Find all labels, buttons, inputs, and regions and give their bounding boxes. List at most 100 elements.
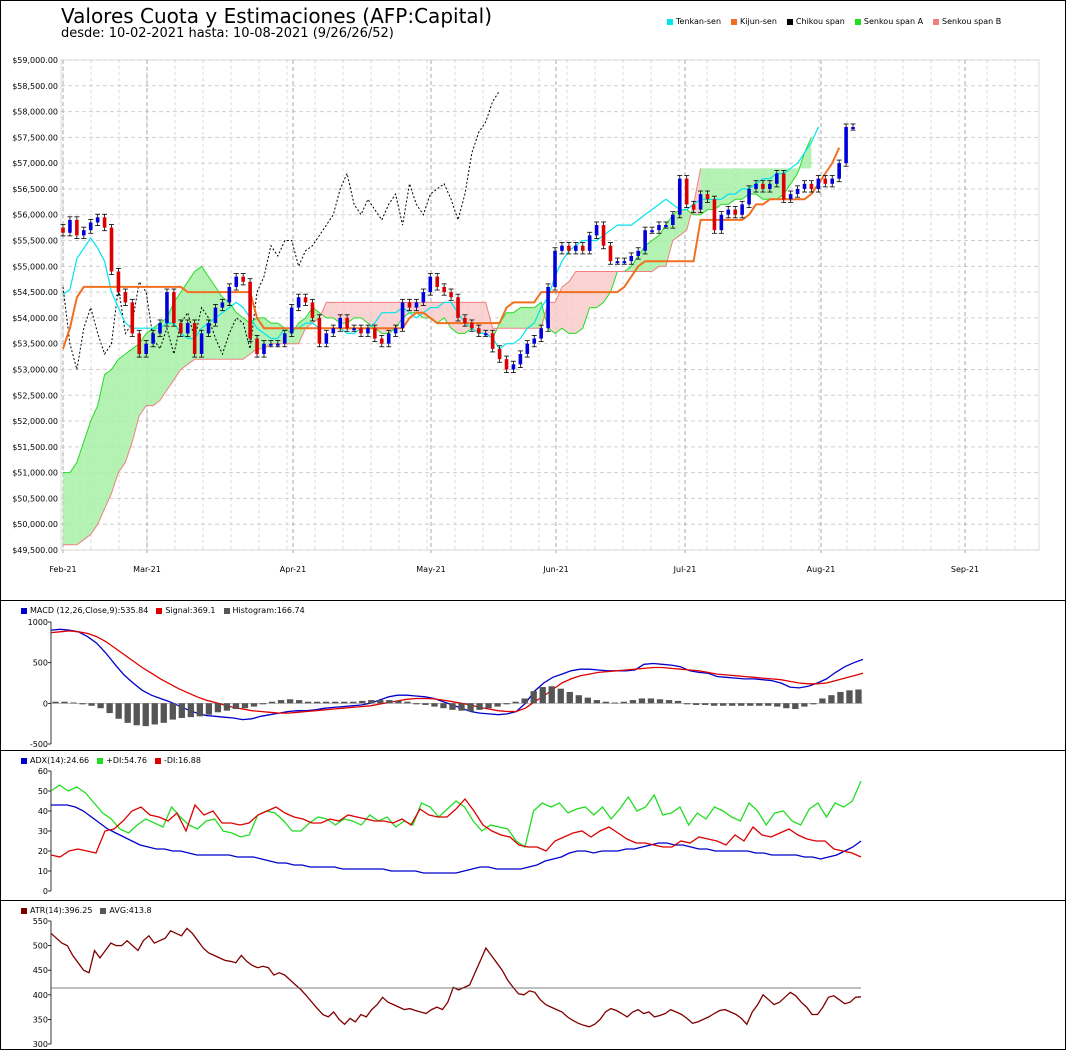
x-tick-label: Sep-21 (951, 565, 979, 574)
legend-senkou-a: Senkou span A (854, 17, 923, 26)
kumo-cloud-segment (561, 281, 569, 334)
candle-body (282, 333, 287, 344)
candle-body (241, 276, 245, 282)
y-tick-label: 550 (33, 917, 48, 926)
y-tick-label: $54,500.00 (12, 288, 58, 297)
candle-body (255, 338, 259, 354)
histogram-bar (765, 703, 772, 706)
candle-body (137, 333, 142, 354)
histogram-bar (458, 703, 465, 711)
candle-body (366, 328, 370, 334)
candle-body (657, 225, 661, 231)
y-tick-label: $52,000.00 (12, 417, 58, 426)
legend-swatch (156, 607, 163, 614)
histogram-bar (801, 703, 808, 707)
kumo-cloud-segment (180, 281, 188, 370)
candle-body (130, 302, 135, 334)
candle-body (151, 333, 155, 344)
kumo-cloud-segment (111, 359, 119, 494)
candle-body (386, 333, 391, 344)
candle-body (400, 302, 405, 329)
histogram-bar (584, 697, 591, 704)
kumo-cloud-segment (367, 302, 375, 329)
candle-body (227, 286, 232, 303)
candle-body (456, 297, 460, 318)
candle-body (830, 178, 835, 184)
histogram-bar (178, 703, 185, 718)
histogram-bar (683, 703, 691, 705)
candle-body (518, 354, 523, 365)
candle-body (75, 219, 79, 236)
y-tick-label: $55,500.00 (12, 237, 58, 246)
candle-body (81, 230, 86, 236)
y-tick-label: $56,000.00 (12, 211, 58, 220)
candle-body (567, 245, 571, 251)
legend-swatch (223, 607, 230, 614)
candle-body (95, 217, 100, 223)
candle-body (435, 276, 440, 287)
kumo-cloud-segment (658, 225, 666, 267)
histogram-bar (593, 700, 601, 704)
histogram-bar (377, 700, 384, 704)
candle-body (463, 317, 467, 324)
kumo-cloud-segment (229, 302, 237, 360)
y-tick-label: 500 (33, 942, 48, 951)
chart-title: Valores Cuota y Estimaciones (AFP:Capita… (61, 4, 493, 28)
candle-body (719, 214, 724, 231)
histogram-bar (819, 698, 826, 704)
histogram-bar (323, 701, 330, 704)
histogram-bar (79, 703, 86, 705)
candle-body (262, 343, 266, 354)
legend-swatch (100, 907, 107, 914)
histogram-bar (674, 700, 682, 704)
candle-body (546, 286, 550, 329)
candle-body (733, 209, 738, 215)
price-chart-svg: $49,500.00 $50,000.00 $50,500.00 $51,000.00… (12, 56, 1040, 574)
candle-body (144, 343, 148, 354)
candle-body (705, 194, 710, 200)
kijun-sen-line (62, 147, 841, 350)
histogram-bar (106, 703, 113, 714)
y-tick-label: $59,000.00 (12, 56, 58, 65)
histogram-bar (286, 699, 294, 704)
histogram-bar (629, 700, 637, 704)
candle-body (199, 333, 204, 354)
histogram-bar (747, 703, 754, 706)
candle-body (768, 183, 772, 189)
candle-body (490, 333, 495, 349)
kumo-cloud-segment (222, 297, 230, 360)
candle-body (317, 317, 322, 344)
candle-body (532, 338, 537, 344)
candle-body (68, 219, 72, 233)
chikou-span-line (62, 90, 501, 370)
candle-body (650, 230, 654, 233)
candle-body (664, 225, 668, 228)
y-tick-label: 350 (33, 1015, 48, 1024)
candle-body (774, 173, 779, 184)
histogram-bar (70, 702, 77, 704)
candle-body (338, 317, 342, 329)
candle-body (816, 178, 821, 189)
x-tick-label: Apr-21 (280, 565, 306, 574)
y-tick-label: 1000 (28, 618, 48, 627)
candle-body (158, 323, 162, 334)
adx-chart-svg: 60 50 40 30 20 10 0 (38, 767, 862, 896)
kumo-cloud-segment (513, 307, 521, 329)
kumo-cloud-segment (568, 271, 576, 334)
candle-body (851, 127, 855, 130)
legend-atr-avg: AVG:413.8 (100, 906, 152, 915)
y-tick-label: -500 (30, 740, 48, 749)
legend-signal: Signal:369.1 (156, 606, 216, 615)
candle-body (712, 199, 717, 231)
candle-body (795, 188, 800, 195)
legend-macd: MACD (12,26,Close,9):535.84 (21, 606, 148, 615)
histogram-bar (783, 703, 790, 709)
candle-body (740, 204, 744, 215)
kumo-cloud-segment (589, 271, 597, 308)
histogram-bar (701, 703, 709, 705)
kumo-cloud-segment (520, 307, 528, 329)
kumo-cloud-segment (354, 302, 361, 318)
y-tick-label: $57,500.00 (12, 133, 58, 142)
x-tick-label: May-21 (416, 565, 445, 574)
candle-body (449, 292, 453, 298)
